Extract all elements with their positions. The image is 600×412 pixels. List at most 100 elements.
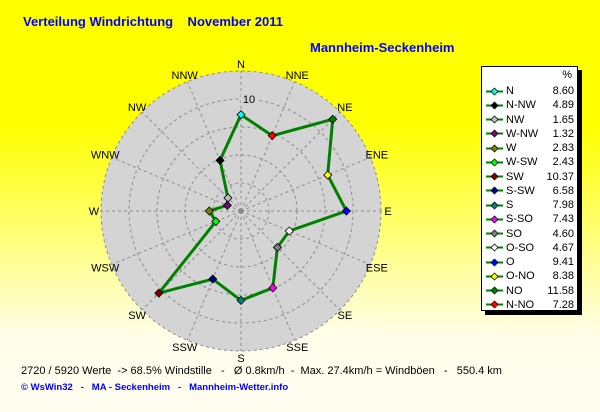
legend-label: S-SW (506, 184, 535, 197)
grid-ring (212, 182, 270, 240)
legend-value: 8.38 (552, 270, 574, 283)
legend-row-nw: NW 1.65 (485, 113, 574, 127)
legend-row-o: O 9.41 (485, 255, 574, 269)
data-marker-e (341, 206, 351, 216)
compass-label-se: SE (338, 310, 353, 322)
legend-value: 2.43 (552, 156, 574, 169)
legend-label: O-SO (506, 241, 535, 254)
grid-spoke (141, 111, 242, 212)
compass-label-s: S (237, 353, 244, 365)
data-marker-se (272, 242, 282, 252)
data-marker-wsw (211, 216, 221, 226)
legend-value: 8.60 (552, 85, 574, 98)
legend-row-n-no: N-NO 7.28 (485, 298, 574, 312)
legend-label: SO (506, 227, 522, 240)
data-marker-n (236, 110, 246, 120)
compass-label-e: E (384, 206, 391, 218)
legend-row-sw: SW 10.37 (485, 170, 574, 184)
stats-line: 2720 / 5920 Werte -> 68.5% Windstille - … (21, 365, 502, 377)
legend-marker-icon (486, 172, 503, 181)
legend-marker-icon (486, 272, 503, 281)
legend-row-s-so: S-SO 7.43 (485, 212, 574, 226)
data-marker-ese (284, 226, 294, 236)
data-marker-nne (267, 131, 277, 141)
legend-marker-icon (486, 144, 503, 153)
data-marker-w (204, 206, 214, 216)
grid-spoke (186, 210, 242, 341)
legend-label: S-SO (506, 213, 533, 226)
legend-row-o-no: O-NO 8.38 (485, 269, 574, 283)
legend-value: 9.41 (552, 256, 574, 269)
scale-label-bg (241, 93, 258, 105)
legend-marker-icon (486, 158, 503, 167)
compass-label-n: N (237, 59, 245, 71)
legend-value: 4.67 (552, 241, 574, 254)
grid-spoke (240, 210, 296, 341)
data-marker-sw (154, 288, 164, 298)
compass-label-w: W (89, 206, 100, 218)
legend-label: SW (506, 170, 524, 183)
grid-spoke (111, 210, 242, 266)
legend-label: O-NO (506, 270, 535, 283)
compass-label-ene: ENE (365, 150, 388, 162)
compass-label-nne: NNE (286, 70, 309, 82)
grid-spoke (240, 156, 371, 212)
legend-marker-icon (486, 201, 503, 210)
compass-label-ne: NE (337, 102, 352, 114)
station-name: Mannheim-Seckenheim (310, 40, 455, 55)
legend-marker-icon (486, 101, 503, 110)
legend-value: 10.37 (546, 170, 574, 183)
legend-label: NO (506, 284, 523, 297)
compass-label-nw: NW (128, 102, 147, 114)
legend-row-n: N 8.60 (485, 84, 574, 98)
data-marker-s (236, 295, 246, 305)
grid-spoke (240, 81, 296, 212)
legend-panel: % N 8.60 N-NW 4.89 NW 1.65 W-NW 1.32 W 2.83 W-SW 2.… (481, 66, 578, 311)
legend-row-w-sw: W-SW 2.43 (485, 155, 574, 169)
data-marker-ene (323, 170, 333, 180)
compass-label-sw: SW (128, 310, 146, 322)
legend-label: W (506, 142, 517, 155)
legend-value: 4.60 (552, 227, 574, 240)
compass-label-wnw: WNW (91, 150, 120, 162)
copyright-line: © WsWin32 - MA - Seckenheim - Mannheim-W… (21, 382, 289, 393)
legend-value: 2.83 (552, 142, 574, 155)
legend-marker-icon (486, 87, 503, 96)
data-marker-nnw (215, 155, 225, 165)
grid-spoke (240, 210, 371, 266)
legend-label: N-NO (506, 298, 535, 311)
legend-marker-icon (486, 215, 503, 224)
grid-ring (128, 98, 354, 324)
legend-label: N-NW (506, 99, 536, 112)
legend-row-so: SO 4.60 (485, 227, 574, 241)
data-marker-wnw (222, 200, 232, 210)
legend-marker-icon (486, 243, 503, 252)
legend-row-no: NO 11.58 (485, 284, 574, 298)
legend-marker-icon (486, 258, 503, 267)
legend-marker-icon (486, 115, 503, 124)
compass-label-sse: SSE (286, 342, 308, 354)
radial-scale-label: 10 (243, 94, 255, 106)
data-marker-ne (328, 114, 338, 124)
compass-label-ssw: SSW (172, 342, 198, 354)
legend-row-n-nw: N-NW 4.89 (485, 98, 574, 112)
legend-row-w-nw: W-NW 1.32 (485, 127, 574, 141)
legend-marker-icon (486, 129, 503, 138)
legend-row-s-sw: S-SW 6.58 (485, 184, 574, 198)
legend-unit-header: % (562, 69, 572, 81)
legend-rows: N 8.60 N-NW 4.89 NW 1.65 W-NW 1.32 W 2.83 W-SW 2.43… (485, 84, 574, 312)
legend-value: 4.89 (552, 99, 574, 112)
legend-value: 11.58 (547, 284, 574, 297)
legend-marker-icon (486, 186, 503, 195)
compass-label-nnw: NNW (172, 70, 199, 82)
legend-label: S (506, 199, 514, 212)
legend-value: 1.32 (552, 127, 574, 140)
page-title: Verteilung Windrichtung November 2011 (23, 14, 283, 29)
grid-spoke (240, 210, 341, 311)
legend-label: NW (506, 113, 525, 126)
legend-label: O (506, 256, 515, 269)
legend-marker-icon (486, 229, 503, 238)
legend-value: 6.58 (552, 184, 574, 197)
